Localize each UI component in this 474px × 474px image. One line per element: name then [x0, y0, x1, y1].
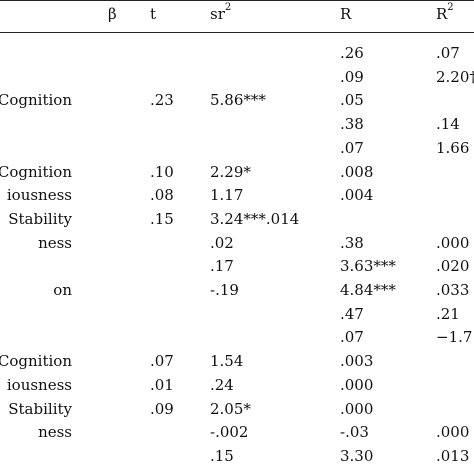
row-1-R: .09 [340, 68, 364, 86]
row-8-R: .38 [340, 234, 364, 252]
row-16-sr2: -.002 [210, 423, 249, 441]
row-11-R2: .21 [436, 305, 460, 323]
row-7-sr2: 3.24***.014 [210, 210, 300, 228]
header-t: t [150, 5, 157, 23]
top-rule [0, 0, 474, 1]
row-10-sr2: -.19 [210, 281, 239, 299]
header-rule [0, 32, 474, 33]
row-14-sr2: .24 [210, 376, 234, 394]
row-17-R2: .013 [436, 447, 470, 465]
row-5-sr2: 2.29* [210, 163, 251, 181]
row-14-t: .01 [150, 376, 174, 394]
row-17-sr2: .15 [210, 447, 234, 465]
row-14-R: .000 [340, 376, 374, 394]
row-5-t: .10 [150, 163, 174, 181]
row-17-R: 3.30 [340, 447, 374, 465]
row-9-R2: .020 [436, 257, 470, 275]
row-2-label: Cognition [0, 91, 72, 109]
row-6-t: .08 [150, 186, 174, 204]
row-4-R: .07 [340, 139, 364, 157]
row-10-R: 4.84*** [340, 281, 396, 299]
row-15-t: .09 [150, 400, 174, 418]
row-0-R: .26 [340, 44, 364, 62]
row-3-R: .38 [340, 115, 364, 133]
row-2-t: .23 [150, 91, 174, 109]
row-15-sr2: 2.05* [210, 400, 251, 418]
row-13-t: .07 [150, 352, 174, 370]
row-9-sr2: .17 [210, 257, 234, 275]
row-13-sr2: 1.54 [210, 352, 244, 370]
row-2-sr2: 5.86*** [210, 91, 266, 109]
row-14-label: iousness [6, 376, 72, 394]
row-9-R: 3.63*** [340, 257, 396, 275]
row-16-label: ness [38, 423, 72, 441]
row-13-R: .003 [340, 352, 374, 370]
row-12-R: .07 [340, 328, 364, 346]
row-0-R2: .07 [436, 44, 460, 62]
header-sr2: sr2 [210, 2, 232, 24]
row-4-R2: 1.66 [436, 139, 470, 157]
row-16-R2: .000 [436, 423, 470, 441]
row-6-label: iousness [6, 186, 72, 204]
row-8-R2: .000 [436, 234, 470, 252]
row-5-R: .008 [340, 163, 374, 181]
row-5-label: Cognition [0, 163, 72, 181]
row-2-R: .05 [340, 91, 364, 109]
row-11-R: .47 [340, 305, 364, 323]
row-15-label: Stability [8, 400, 72, 418]
row-15-R: .000 [340, 400, 374, 418]
row-16-R: -.03 [340, 423, 369, 441]
row-8-sr2: .02 [210, 234, 234, 252]
row-7-t: .15 [150, 210, 174, 228]
header-beta: β [108, 5, 117, 23]
row-3-R2: .14 [436, 115, 460, 133]
row-6-sr2: 1.17 [210, 186, 244, 204]
row-1-R2: 2.20† [436, 68, 474, 86]
row-13-label: Cognition [0, 352, 72, 370]
header-R: R [340, 5, 352, 23]
header-R2: R2 [436, 2, 454, 24]
row-6-R: .004 [340, 186, 374, 204]
row-10-label: on [53, 281, 72, 299]
row-12-R2: −1.7 [436, 328, 473, 346]
row-10-R2: .033 [436, 281, 470, 299]
row-7-label: Stability [8, 210, 72, 228]
row-8-label: ness [38, 234, 72, 252]
